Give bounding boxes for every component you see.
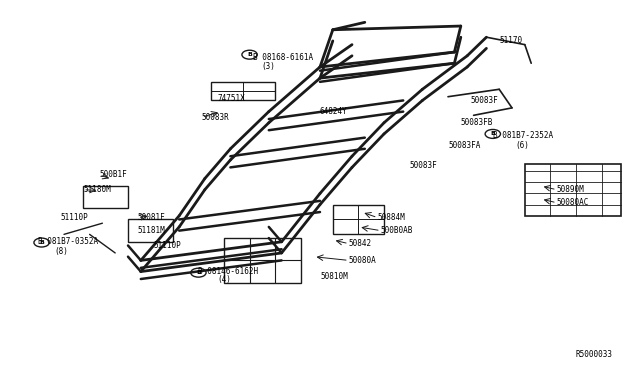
Text: 50083FB: 50083FB <box>461 118 493 127</box>
Text: B: B <box>39 240 44 245</box>
Text: 50810M: 50810M <box>320 272 348 280</box>
Text: 50083F: 50083F <box>410 161 437 170</box>
Text: 51181M: 51181M <box>138 226 165 235</box>
Text: B 081B7-0352A: B 081B7-0352A <box>38 237 99 246</box>
Text: 74751X: 74751X <box>218 94 245 103</box>
Text: B: B <box>490 131 495 137</box>
Text: 50884M: 50884M <box>378 213 405 222</box>
Text: 50842: 50842 <box>349 239 372 248</box>
Text: B: B <box>247 52 252 57</box>
Text: 50083F: 50083F <box>470 96 498 105</box>
Text: 64824Y: 64824Y <box>320 107 348 116</box>
Text: (4): (4) <box>218 275 232 284</box>
Text: 50890M: 50890M <box>557 185 584 194</box>
Text: (8): (8) <box>54 247 68 256</box>
Text: B 08168-6161A: B 08168-6161A <box>253 53 313 62</box>
Text: B 081B7-2352A: B 081B7-2352A <box>493 131 553 140</box>
Text: B 08146-6162H: B 08146-6162H <box>198 267 259 276</box>
Text: 51180M: 51180M <box>83 185 111 194</box>
Text: 50080A: 50080A <box>349 256 376 265</box>
Text: 50081F: 50081F <box>138 213 165 222</box>
Text: 500B1F: 500B1F <box>99 170 127 179</box>
Text: 51170: 51170 <box>499 36 522 45</box>
Text: R5000033: R5000033 <box>576 350 613 359</box>
Text: (6): (6) <box>515 141 529 150</box>
Text: B: B <box>196 270 201 275</box>
Text: 51110P: 51110P <box>61 213 88 222</box>
Text: 50083FA: 50083FA <box>448 141 481 150</box>
Text: (3): (3) <box>261 62 275 71</box>
Text: 51110P: 51110P <box>154 241 181 250</box>
Text: 50080AC: 50080AC <box>557 198 589 207</box>
Text: 50083R: 50083R <box>202 113 229 122</box>
Text: 500B0AB: 500B0AB <box>381 226 413 235</box>
